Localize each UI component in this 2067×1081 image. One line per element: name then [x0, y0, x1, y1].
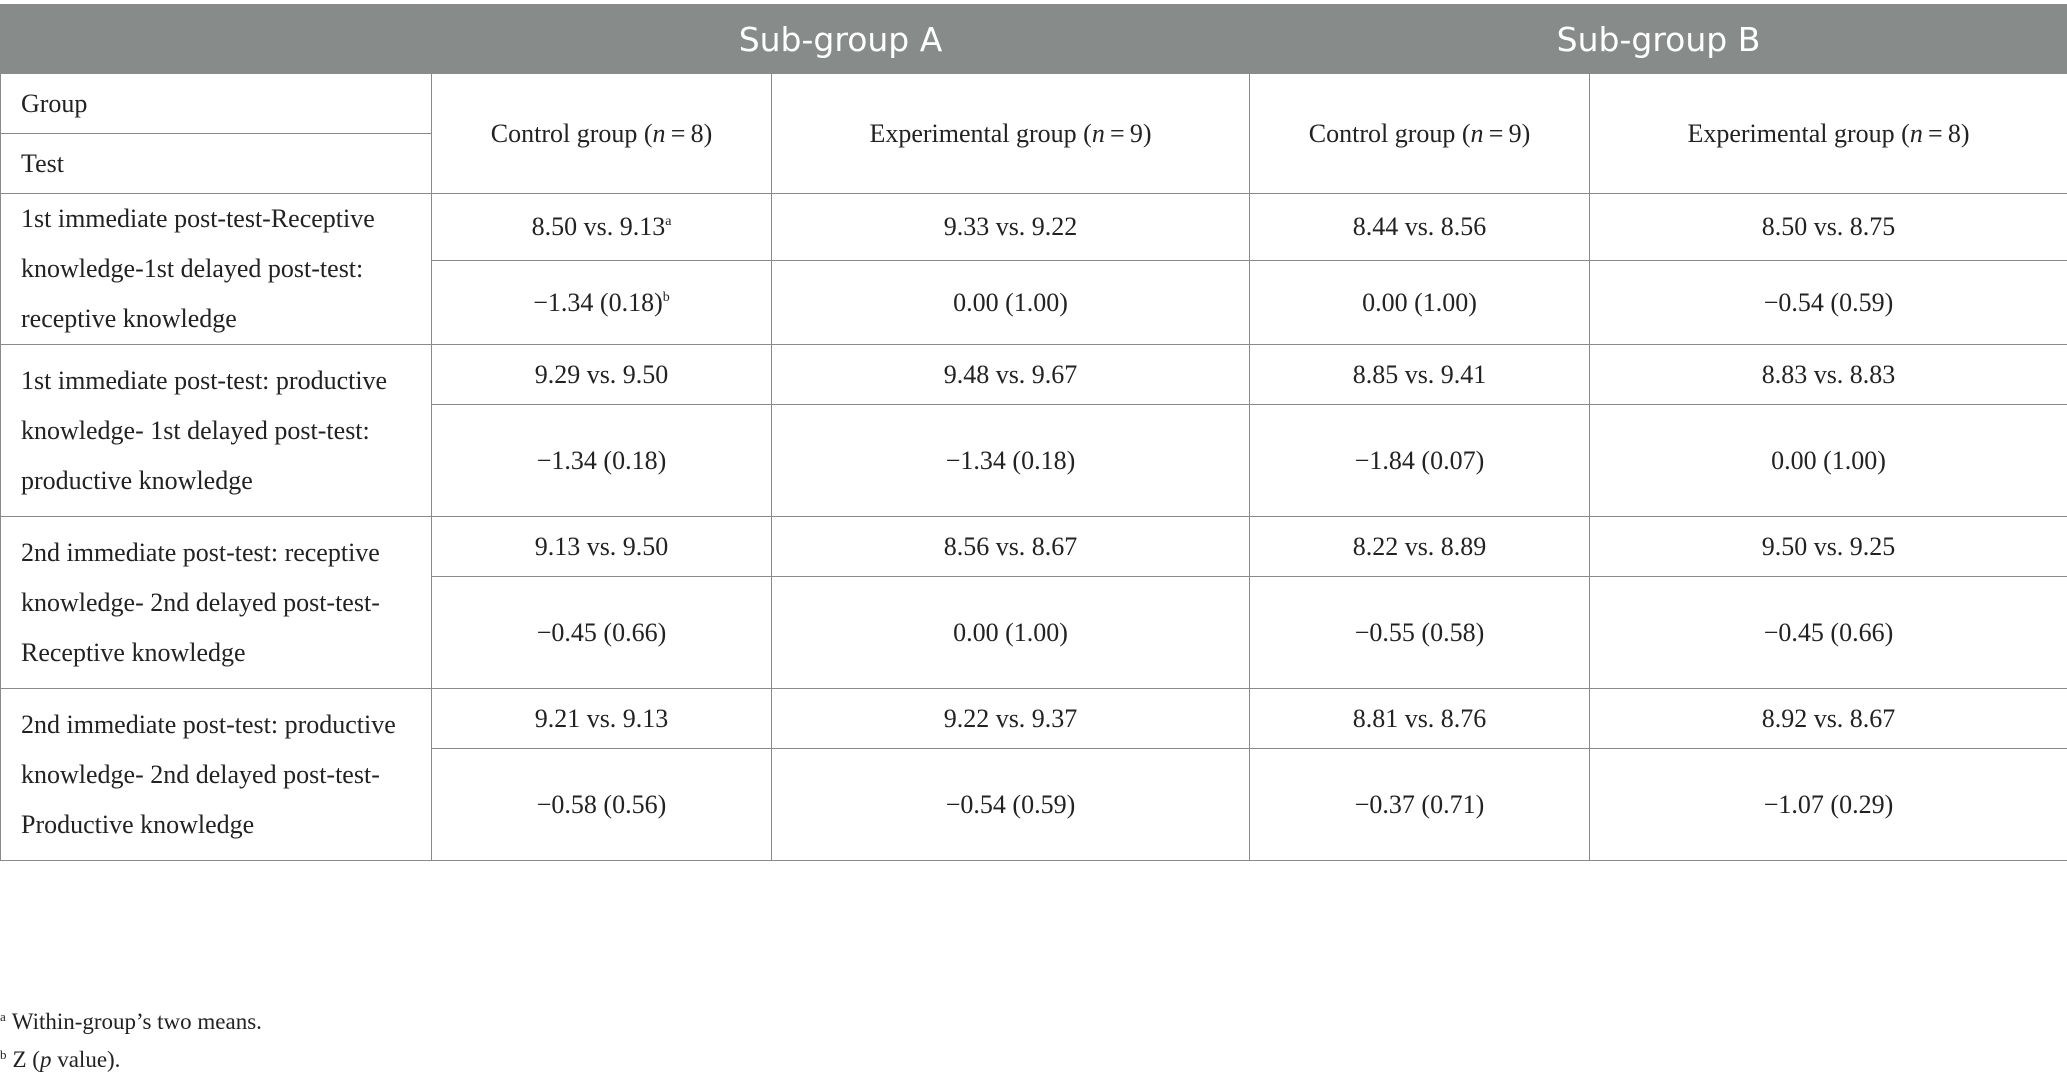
- z-cell: −0.45 (0.66): [1588, 576, 2067, 689]
- group-header-row: Group Control group (n = 8) Experimental…: [0, 73, 2067, 194]
- footnote-mark-b: b: [662, 289, 670, 305]
- means-cell: 9.29 vs. 9.50: [431, 344, 772, 405]
- z-cell: 0.00 (1.00): [1249, 260, 1590, 345]
- means-cell: 9.50 vs. 9.25: [1588, 516, 2067, 577]
- table-row: 1st immediate post-test-Receptive knowle…: [0, 192, 2067, 345]
- means-cell: 9.13 vs. 9.50: [431, 516, 772, 577]
- table-row: 2nd immediate post-test: receptive knowl…: [0, 516, 2067, 689]
- test-name-cell: 2nd immediate post-test: receptive knowl…: [0, 516, 432, 689]
- z-cell: 0.00 (1.00): [771, 576, 1250, 689]
- z-cell: −0.37 (0.71): [1249, 748, 1590, 861]
- z-cell: −1.34 (0.18): [431, 404, 772, 517]
- test-header-row: Test: [0, 133, 2067, 194]
- group-label: Group: [0, 73, 432, 134]
- z-cell: −0.45 (0.66): [431, 576, 772, 689]
- footnote-a: a Within-group’s two means.: [0, 1009, 262, 1034]
- means-cell: 9.21 vs. 9.13: [431, 688, 772, 749]
- footnote-mark-a: a: [665, 214, 672, 230]
- table-header-row: Sub-group A Sub-group B: [0, 4, 2067, 74]
- z-cell: −1.07 (0.29): [1588, 748, 2067, 861]
- means-cell: 8.50 vs. 8.75: [1588, 192, 2067, 262]
- z-cell: −1.84 (0.07): [1249, 404, 1590, 517]
- z-cell: 0.00 (1.00): [771, 260, 1250, 345]
- column-header: Control group (n = 8): [431, 73, 772, 194]
- means-cell: 8.22 vs. 8.89: [1249, 516, 1590, 577]
- means-cell: 8.92 vs. 8.67: [1588, 688, 2067, 749]
- test-name-cell: 1st immediate post-test-Receptive knowle…: [0, 193, 432, 345]
- column-header: Control group (n = 9): [1249, 73, 1590, 194]
- table-row: 1st immediate post-test: productive know…: [0, 344, 2067, 517]
- z-cell: −0.54 (0.59): [771, 748, 1250, 861]
- table-row: 2nd immediate post-test: productive know…: [0, 688, 2067, 861]
- test-name-cell: 2nd immediate post-test: productive know…: [0, 688, 432, 861]
- table-row: −1.34 (0.18)b 0.00 (1.00) 0.00 (1.00) −0…: [1, 260, 2067, 345]
- means-cell: 8.44 vs. 8.56: [1249, 192, 1590, 262]
- z-cell: −1.34 (0.18): [771, 404, 1250, 517]
- means-cell: 9.48 vs. 9.67: [771, 344, 1250, 405]
- means-cell: 8.50 vs. 9.13a: [431, 192, 772, 262]
- z-cell: 0.00 (1.00): [1588, 404, 2067, 517]
- column-header: Experimental group (n = 8): [1588, 73, 2067, 194]
- means-cell: 8.83 vs. 8.83: [1588, 344, 2067, 405]
- header-corner: [0, 4, 432, 74]
- subgroup-a-header: Sub-group A: [431, 4, 1250, 74]
- test-label: Test: [0, 133, 432, 194]
- test-name-cell: 1st immediate post-test: productive know…: [0, 344, 432, 517]
- column-header: Experimental group (n = 9): [771, 73, 1250, 194]
- means-cell: 9.22 vs. 9.37: [771, 688, 1250, 749]
- means-cell: 8.85 vs. 9.41: [1249, 344, 1590, 405]
- table-row: −0.58 (0.56) −0.54 (0.59) −0.37 (0.71) −…: [1, 748, 2067, 861]
- z-cell: −0.54 (0.59): [1588, 260, 2067, 345]
- means-cell: 8.56 vs. 8.67: [771, 516, 1250, 577]
- z-cell: −0.58 (0.56): [431, 748, 772, 861]
- means-cell: 8.81 vs. 8.76: [1249, 688, 1590, 749]
- means-cell: 9.33 vs. 9.22: [771, 192, 1250, 262]
- z-cell: −1.34 (0.18)b: [431, 260, 772, 345]
- subgroup-b-header: Sub-group B: [1248, 4, 2067, 74]
- results-table: Sub-group A Sub-group B Group Control gr…: [0, 4, 2067, 861]
- z-cell: −0.55 (0.58): [1249, 576, 1590, 689]
- table-row: −1.34 (0.18) −1.34 (0.18) −1.84 (0.07) 0…: [1, 404, 2067, 517]
